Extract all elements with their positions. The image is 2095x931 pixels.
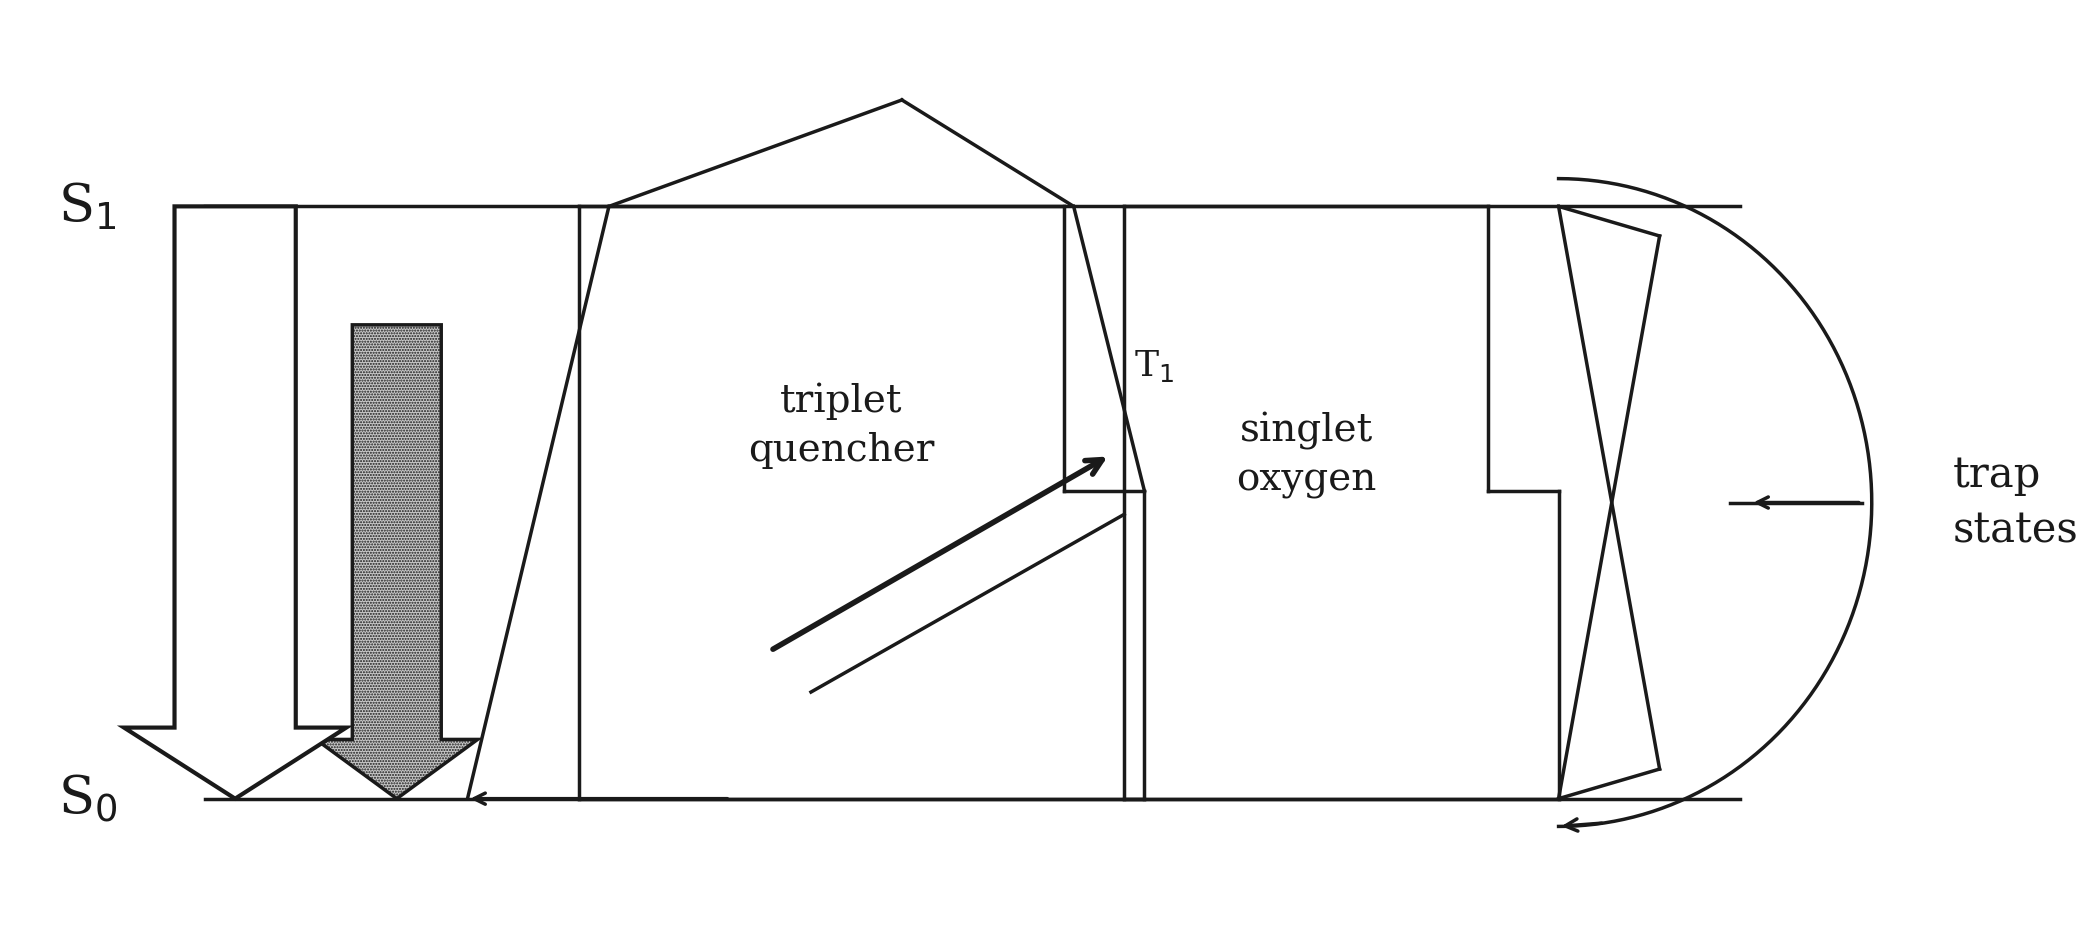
- Text: triplet
quencher: triplet quencher: [748, 383, 934, 468]
- Text: S$_0$: S$_0$: [59, 773, 117, 825]
- Text: trap
states: trap states: [1953, 454, 2078, 551]
- Text: singlet
oxygen: singlet oxygen: [1236, 412, 1376, 499]
- Polygon shape: [316, 325, 478, 799]
- Polygon shape: [124, 207, 346, 799]
- Text: S$_1$: S$_1$: [59, 181, 117, 232]
- Text: T$_1$: T$_1$: [1133, 348, 1175, 385]
